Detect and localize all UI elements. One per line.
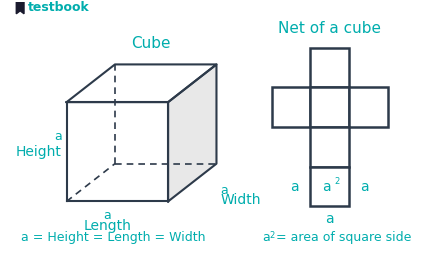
Polygon shape [168,65,217,201]
Text: a: a [361,179,369,194]
Bar [310,127,349,167]
Polygon shape [67,102,168,201]
Polygon shape [16,2,24,14]
Text: a: a [322,179,331,194]
Bar [272,87,310,127]
Text: a: a [262,231,270,244]
Text: a: a [54,130,62,143]
Text: Cube: Cube [131,36,171,50]
Text: a: a [325,212,334,226]
Text: a: a [220,184,228,197]
Polygon shape [67,65,217,102]
Bar [349,87,388,127]
Text: a = Height = Length = Width: a = Height = Length = Width [21,231,205,244]
Text: Net of a cube: Net of a cube [278,21,381,36]
Text: = area of square side: = area of square side [272,231,411,244]
Text: testbook: testbook [28,1,90,14]
Text: 2: 2 [269,231,274,240]
Text: a: a [103,209,111,222]
Bar [310,167,349,206]
Text: Height: Height [16,145,62,159]
Text: 2: 2 [334,177,340,186]
Text: Length: Length [83,219,131,233]
Text: Width: Width [220,193,261,207]
Text: a: a [290,179,299,194]
Bar [310,87,349,127]
Bar [310,48,349,87]
